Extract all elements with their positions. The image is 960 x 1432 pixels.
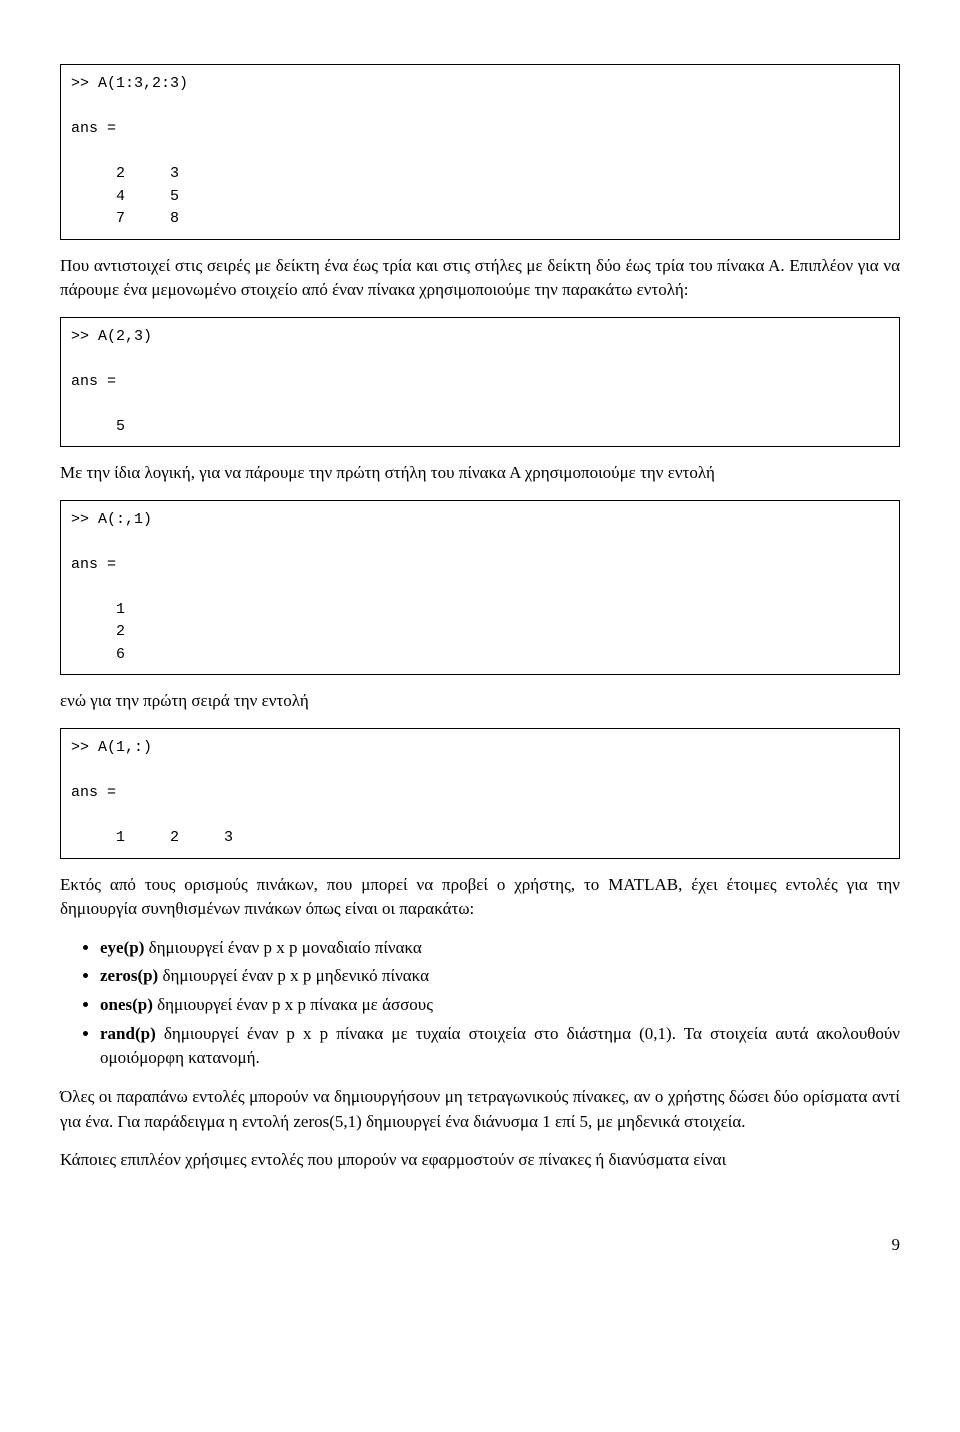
command-desc: δημιουργεί έναν p x p πίνακα με άσσους xyxy=(153,995,433,1014)
code-block-1: >> A(1:3,2:3) ans = 2 3 4 5 7 8 xyxy=(60,64,900,240)
command-desc: δημιουργεί έναν p x p μηδενικό πίνακα xyxy=(158,966,429,985)
command-name: ones(p) xyxy=(100,995,153,1014)
command-name: rand(p) xyxy=(100,1024,156,1043)
paragraph-6: Κάποιες επιπλέον χρήσιμες εντολές που μπ… xyxy=(60,1148,900,1173)
paragraph-4: Εκτός από τους ορισμούς πινάκων, που μπο… xyxy=(60,873,900,922)
list-item: rand(p) δημιουργεί έναν p x p πίνακα με … xyxy=(100,1022,900,1071)
list-item: ones(p) δημιουργεί έναν p x p πίνακα με … xyxy=(100,993,900,1018)
page-number: 9 xyxy=(60,1233,900,1258)
command-desc: δημιουργεί έναν p x p πίνακα με τυχαία σ… xyxy=(100,1024,900,1068)
paragraph-2: Με την ίδια λογική, για να πάρουμε την π… xyxy=(60,461,900,486)
list-item: zeros(p) δημιουργεί έναν p x p μηδενικό … xyxy=(100,964,900,989)
command-name: eye(p) xyxy=(100,938,144,957)
code-block-4: >> A(1,:) ans = 1 2 3 xyxy=(60,728,900,859)
paragraph-3: ενώ για την πρώτη σειρά την εντολή xyxy=(60,689,900,714)
list-item: eye(p) δημιουργεί έναν p x p μοναδιαίο π… xyxy=(100,936,900,961)
code-block-2: >> A(2,3) ans = 5 xyxy=(60,317,900,448)
command-desc: δημιουργεί έναν p x p μοναδιαίο πίνακα xyxy=(144,938,421,957)
paragraph-1: Που αντιστοιχεί στις σειρές με δείκτη έν… xyxy=(60,254,900,303)
paragraph-5: Όλες οι παραπάνω εντολές μπορούν να δημι… xyxy=(60,1085,900,1134)
bullet-list: eye(p) δημιουργεί έναν p x p μοναδιαίο π… xyxy=(60,936,900,1071)
code-block-3: >> A(:,1) ans = 1 2 6 xyxy=(60,500,900,676)
command-name: zeros(p) xyxy=(100,966,158,985)
